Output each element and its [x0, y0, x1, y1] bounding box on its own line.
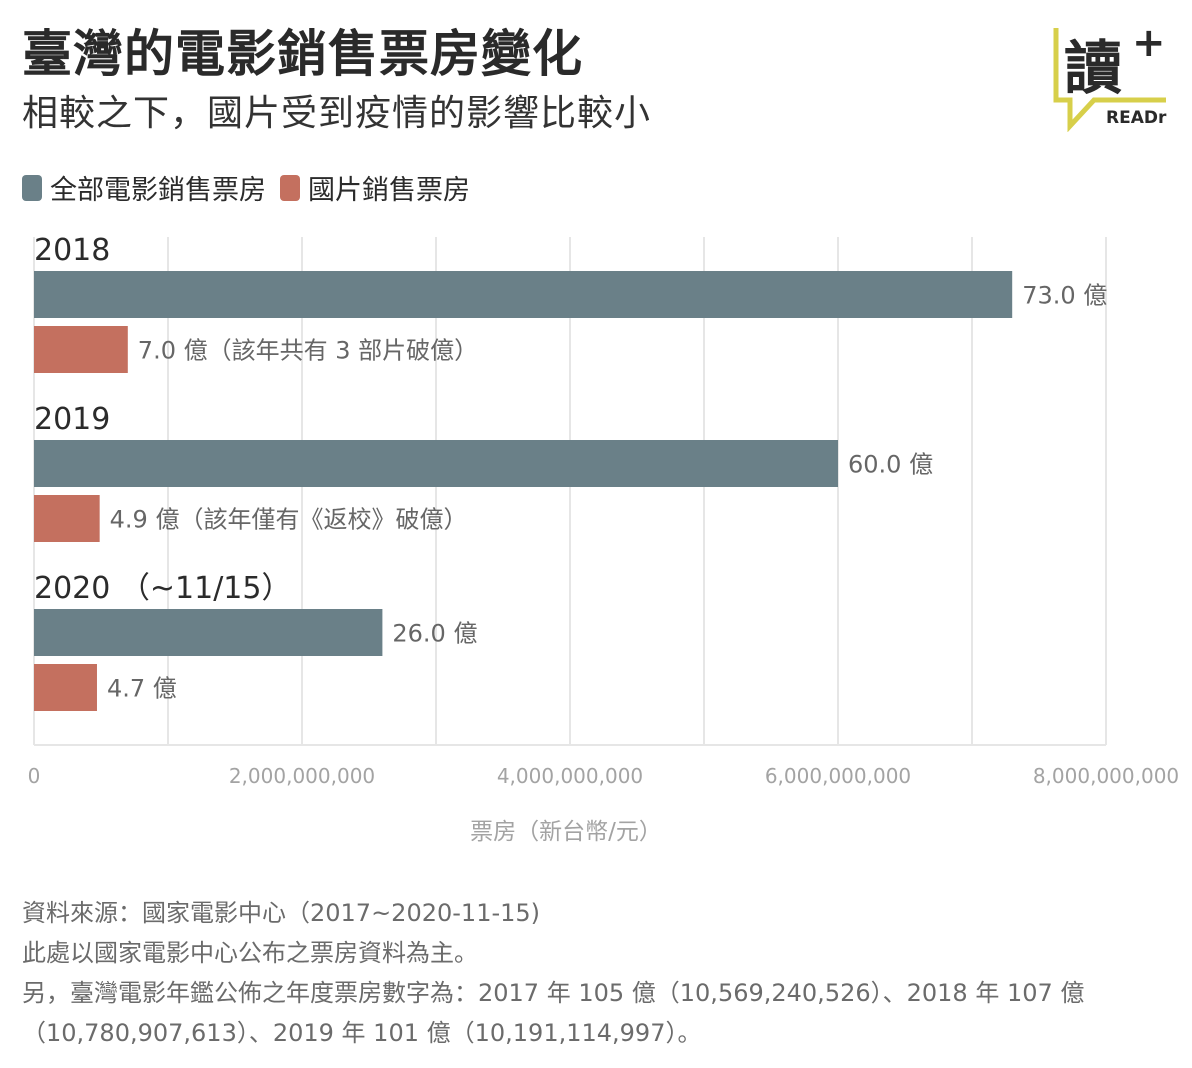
bar-local	[34, 326, 128, 373]
bar-total	[34, 271, 1013, 318]
legend: 全部電影銷售票房 國片銷售票房	[22, 168, 484, 207]
data-label: 26.0 億	[392, 620, 477, 648]
bar-local	[34, 664, 97, 711]
bar-local	[34, 495, 100, 542]
readr-logo: 讀 + READr	[1053, 22, 1167, 132]
x-tick-label: 6,000,000,000	[765, 764, 911, 788]
legend-label-total: 全部電影銷售票房	[50, 175, 266, 206]
bar-total	[34, 609, 383, 656]
logo-brand: READr	[1106, 108, 1167, 128]
data-label: 4.9 億（該年僅有《返校》破億）	[110, 506, 468, 534]
bar-chart: 0 2,000,000,000 4,000,000,000 6,000,000,000…	[28, 233, 1180, 845]
x-tick-label: 2,000,000,000	[229, 764, 375, 788]
source-line: 資料來源：國家電影中心（2017~2020-11-15)	[22, 899, 541, 927]
x-tick-label: 8,000,000,000	[1033, 764, 1179, 788]
source-notes: 資料來源：國家電影中心（2017~2020-11-15) 此處以國家電影中心公布…	[22, 893, 1172, 1053]
chart-title: 臺灣的電影銷售票房變化	[22, 25, 583, 83]
category-label: 2020 （~11/15）	[34, 571, 291, 606]
legend-item-total: 全部電影銷售票房	[22, 168, 266, 207]
data-label: 73.0 億	[1022, 282, 1107, 310]
x-axis-label: 票房（新台幣/元）	[470, 819, 662, 845]
legend-label-local: 國片銷售票房	[308, 175, 470, 206]
data-label: 4.7 億	[107, 675, 177, 703]
data-label: 7.0 億（該年共有 3 部片破億）	[138, 337, 478, 365]
category-label: 2018	[34, 233, 110, 268]
chart-subtitle: 相較之下，國片受到疫情的影響比較小	[22, 93, 652, 134]
bar-total	[34, 440, 838, 487]
logo-plus: +	[1132, 22, 1166, 66]
legend-swatch-total	[22, 174, 42, 201]
x-tick-label: 4,000,000,000	[497, 764, 643, 788]
source-line: 此處以國家電影中心公布之票房資料為主。	[22, 939, 478, 967]
data-label: 60.0 億	[848, 451, 933, 479]
legend-item-local: 國片銷售票房	[280, 168, 470, 207]
source-line: （10,780,907,613）、2019 年 101 億（10,191,114…	[22, 1019, 702, 1047]
x-tick-label: 0	[28, 764, 41, 788]
legend-swatch-local	[280, 174, 300, 201]
category-label: 2019	[34, 402, 110, 437]
source-line: 另，臺灣電影年鑑公佈之年度票房數字為：2017 年 105 億（10,569,2…	[22, 979, 1085, 1007]
logo-main-text: 讀	[1064, 34, 1122, 102]
